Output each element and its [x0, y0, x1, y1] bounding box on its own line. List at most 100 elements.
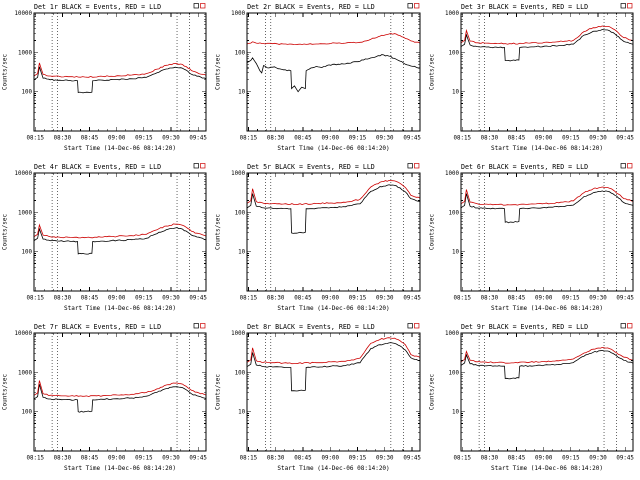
- x-tick-label: 09:30: [162, 296, 180, 302]
- series-lld-line: [247, 32, 420, 46]
- plot-det-7r: 08:15 08:30 08:45 09:00 09:15 09:30 09:45 100 10…: [0, 320, 213, 480]
- chart-canvas-det-3r: 08:15 08:30 08:45 09:00 09:15 09:30 09:45 10 100…: [429, 3, 635, 152]
- x-axis-label: Start Time (14-Dec-06 08:14:20): [491, 305, 603, 312]
- series-lld-line: [461, 186, 633, 206]
- x-tick-label: 09:00: [108, 296, 126, 302]
- x-tick-label: 09:00: [321, 136, 339, 142]
- x-tick-label: 09:45: [189, 296, 207, 302]
- x-tick-label: 09:15: [349, 296, 367, 302]
- y-axis: 100 1000 10000: [15, 331, 206, 440]
- y-tick-label: 100: [449, 50, 460, 56]
- lld-legend-box-icon: [414, 163, 420, 169]
- plot-frame: [460, 12, 634, 132]
- x-axis: 08:15 08:30 08:45 09:00 09:15 09:30 09:45: [26, 13, 207, 142]
- x-tick-label: 09:30: [589, 456, 607, 462]
- plot-frame: [33, 172, 207, 292]
- plot-frame: [33, 332, 207, 452]
- series-events-line: [34, 384, 206, 413]
- x-tick-label: 09:30: [162, 136, 180, 142]
- x-axis-label: Start Time (14-Dec-06 08:14:20): [491, 465, 603, 472]
- events-legend-box-icon: [620, 3, 626, 9]
- plot-frame: [246, 12, 421, 132]
- y-axis: 10 100 1000: [445, 171, 633, 280]
- lld-legend-box-icon: [200, 163, 206, 169]
- plot-det-8r: 08:15 08:30 08:45 09:00 09:15 09:30 09:45 10 100…: [213, 320, 427, 480]
- y-tick-label: 10000: [15, 11, 33, 17]
- y-tick-label: 100: [22, 250, 33, 256]
- y-axis-label: Counts/sec: [215, 374, 222, 410]
- y-tick-label: 1000: [445, 331, 459, 337]
- series-lld-line: [461, 346, 633, 364]
- x-axis-label: Start Time (14-Dec-06 08:14:20): [64, 145, 176, 152]
- x-axis: 08:15 08:30 08:45 09:00 09:15 09:30 09:45: [26, 173, 207, 302]
- plot-frame: [460, 332, 634, 452]
- series-events-line: [461, 29, 633, 62]
- series-lld-line: [34, 380, 206, 398]
- y-tick-label: 10: [452, 250, 459, 256]
- y-tick-label: 100: [22, 90, 33, 96]
- y-tick-label: 100: [235, 370, 246, 376]
- x-tick-label: 08:15: [453, 296, 471, 302]
- series-events-line: [247, 342, 420, 392]
- x-tick-label: 09:45: [403, 136, 421, 142]
- x-tick-label: 09:00: [321, 456, 339, 462]
- series-group: [34, 62, 206, 94]
- chart-canvas-det-7r: 08:15 08:30 08:45 09:00 09:15 09:30 09:4510010…: [2, 323, 208, 472]
- y-axis: 10 100 1000: [445, 11, 633, 120]
- series-events-line: [461, 190, 633, 224]
- lld-legend-box-icon: [627, 323, 633, 329]
- x-tick-label: 08:30: [54, 136, 72, 142]
- x-tick-label: 09:15: [562, 296, 580, 302]
- x-axis-label: Start Time (14-Dec-06 08:14:20): [491, 145, 603, 152]
- x-axis: 08:15 08:30 08:45 09:00 09:15 09:30 09:45: [240, 173, 421, 302]
- x-tick-label: 08:15: [240, 136, 258, 142]
- lld-legend-box-icon: [627, 163, 633, 169]
- x-tick-label: 09:00: [535, 456, 553, 462]
- series-lld-line: [461, 25, 633, 45]
- x-tick-label: 08:15: [26, 456, 44, 462]
- x-tick-label: 09:15: [562, 456, 580, 462]
- x-tick-label: 08:45: [294, 296, 312, 302]
- x-tick-label: 09:45: [403, 456, 421, 462]
- x-tick-label: 09:30: [589, 136, 607, 142]
- x-tick-label: 08:45: [294, 456, 312, 462]
- plot-title: Det 3r BLACK = Events, RED = LLD: [461, 3, 588, 11]
- x-tick-label: 09:15: [135, 296, 153, 302]
- y-tick-label: 100: [449, 370, 460, 376]
- plot-title: Det 8r BLACK = Events, RED = LLD: [247, 323, 375, 331]
- y-axis: 100 1000 10000: [15, 171, 206, 280]
- lld-legend-box-icon: [627, 3, 633, 9]
- x-tick-label: 08:30: [481, 456, 499, 462]
- x-tick-label: 08:30: [481, 136, 499, 142]
- series-lld-line: [247, 337, 420, 365]
- x-tick-label: 08:45: [294, 136, 312, 142]
- x-tick-label: 08:30: [481, 296, 499, 302]
- events-legend-box-icon: [407, 163, 413, 169]
- x-axis: 08:15 08:30 08:45 09:00 09:15 09:30 09:45: [453, 333, 634, 462]
- plot-frame: [33, 12, 207, 132]
- x-tick-label: 09:45: [616, 136, 634, 142]
- series-group: [461, 346, 633, 380]
- series-events-line: [34, 66, 206, 94]
- y-axis: 10 100 1000: [445, 331, 633, 440]
- y-axis-label: Counts/sec: [2, 374, 9, 411]
- y-tick-label: 100: [22, 410, 33, 416]
- y-axis: 10 100 1000: [231, 171, 420, 280]
- y-axis-label: Counts/sec: [429, 54, 436, 91]
- x-tick-label: 08:15: [453, 456, 471, 462]
- x-tick-label: 09:30: [162, 456, 180, 462]
- x-tick-label: 09:00: [321, 296, 339, 302]
- x-tick-label: 09:30: [589, 296, 607, 302]
- x-axis-label: Start Time (14-Dec-06 08:14:20): [277, 145, 389, 152]
- x-tick-label: 08:45: [81, 296, 99, 302]
- y-axis-label: Counts/sec: [2, 214, 9, 251]
- x-axis-label: Start Time (14-Dec-06 08:14:20): [277, 465, 389, 472]
- y-tick-label: 10000: [15, 331, 33, 337]
- y-tick-label: 10: [238, 250, 246, 256]
- chart-canvas-det-2r: 08:15 08:30 08:45 09:00 09:15 09:30 09:45 10 100…: [215, 3, 422, 152]
- y-tick-label: 1000: [231, 171, 246, 177]
- x-tick-label: 08:30: [267, 296, 285, 302]
- y-tick-label: 1000: [18, 370, 32, 376]
